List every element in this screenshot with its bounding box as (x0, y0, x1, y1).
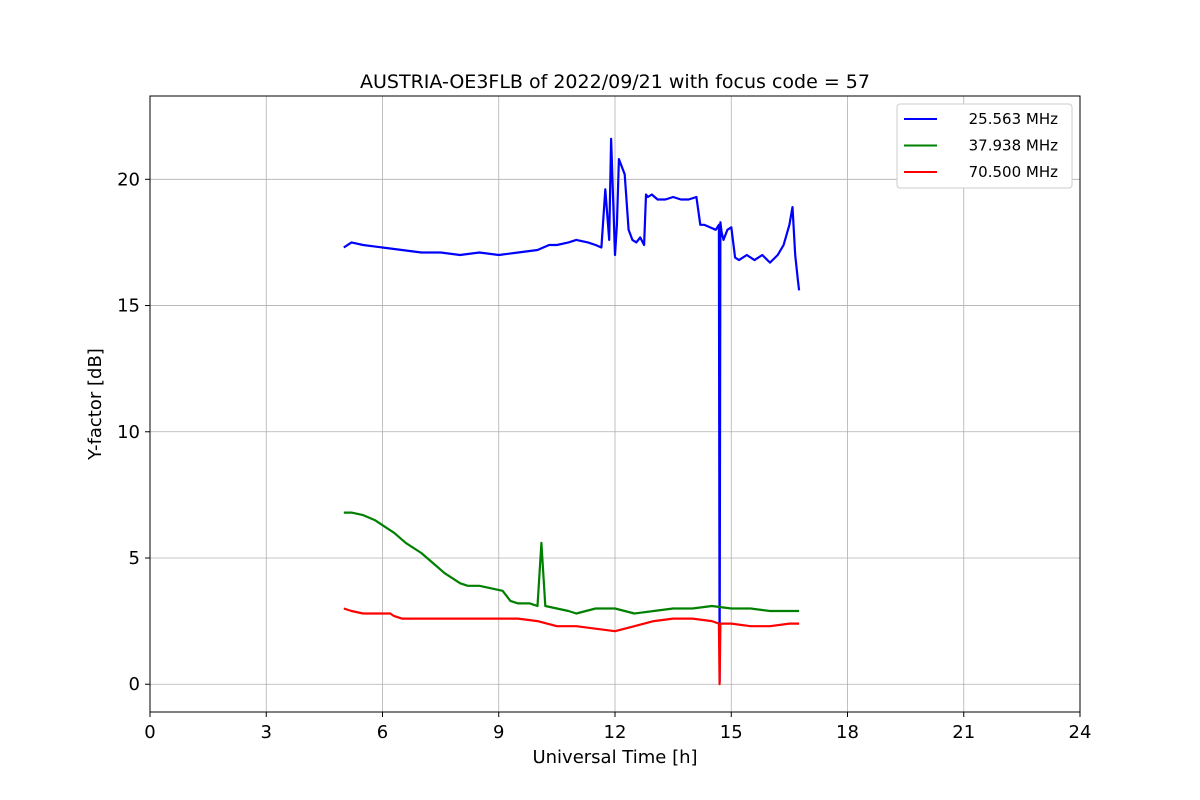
ticks: 0 3 6 9 12 15 18 21 24 0 5 10 15 20 (117, 169, 1091, 743)
x-tick-label: 21 (952, 722, 975, 743)
series-line-3 (343, 607, 800, 686)
legend: 25.563 MHz 37.938 MHz 70.500 MHz (896, 103, 1073, 189)
legend-label: 37.938 MHz (969, 137, 1058, 155)
y-tick-label: 10 (117, 422, 140, 443)
x-axis-label: Universal Time [h] (532, 747, 697, 768)
series-line-2 (343, 511, 800, 615)
x-tick-label: 6 (377, 722, 388, 743)
legend-label: 70.500 MHz (969, 163, 1058, 181)
y-tick-label: 0 (129, 674, 140, 695)
x-tick-label: 12 (604, 722, 627, 743)
chart-title: AUSTRIA-OE3FLB of 2022/09/21 with focus … (360, 71, 870, 93)
x-tick-label: 24 (1069, 722, 1092, 743)
series-lines (343, 137, 801, 686)
y-tick-label: 5 (129, 548, 140, 569)
x-tick-label: 18 (836, 722, 859, 743)
x-tick-label: 9 (493, 722, 504, 743)
y-tick-label: 15 (117, 296, 140, 317)
legend-label: 25.563 MHz (969, 110, 1058, 128)
x-tick-label: 0 (144, 722, 155, 743)
legend-box (896, 103, 1073, 189)
y-axis-label: Y-factor [dB] (85, 348, 106, 461)
x-tick-label: 15 (720, 722, 743, 743)
series-line-1 (343, 137, 801, 683)
y-tick-label: 20 (117, 169, 140, 190)
x-tick-label: 3 (261, 722, 272, 743)
